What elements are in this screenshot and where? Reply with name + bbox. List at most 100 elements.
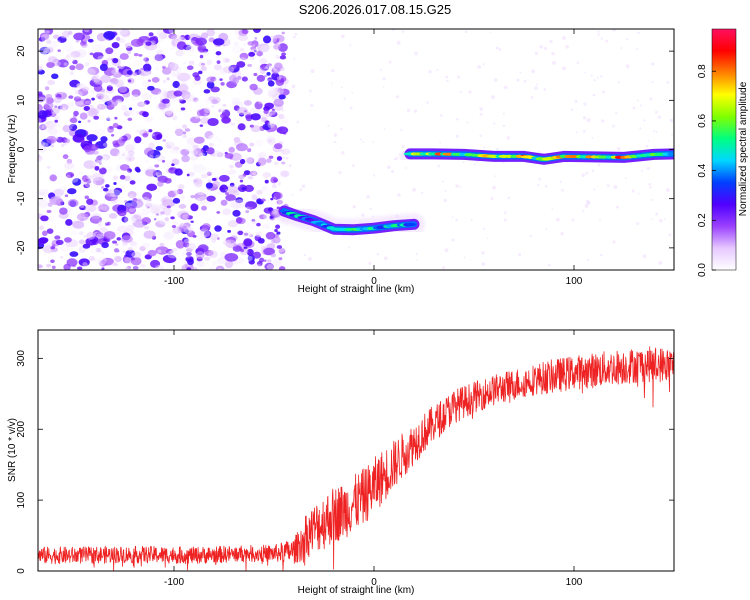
noise-speck	[263, 259, 267, 262]
noise-speck	[616, 205, 619, 209]
snr-frame	[37, 329, 675, 572]
noise-speck	[87, 175, 93, 179]
noise-speck	[119, 136, 124, 140]
noise-speck	[79, 204, 85, 209]
noise-speck	[150, 115, 155, 118]
noise-speck	[639, 127, 642, 130]
noise-speck	[100, 74, 112, 83]
noise-speck	[67, 188, 77, 195]
noise-speck	[83, 106, 91, 112]
noise-speck	[265, 112, 273, 118]
noise-speck	[388, 60, 392, 64]
noise-speck	[173, 220, 178, 226]
noise-speck	[109, 222, 113, 226]
noise-speck	[201, 205, 207, 211]
noise-speck	[222, 208, 232, 216]
noise-speck	[125, 154, 135, 162]
noise-speck	[186, 248, 193, 253]
noise-speck	[92, 161, 100, 167]
noise-speck	[192, 78, 203, 86]
noise-speck	[63, 156, 68, 159]
noise-speck	[561, 188, 564, 192]
y-tick-label: -10	[16, 191, 27, 206]
noise-speck	[349, 106, 353, 110]
noise-speck	[51, 73, 59, 80]
noise-speck	[145, 160, 149, 163]
noise-speck	[331, 82, 333, 85]
noise-speck	[171, 70, 182, 78]
noise-speck	[228, 146, 235, 153]
noise-speck	[274, 148, 277, 151]
noise-speck	[270, 176, 278, 184]
noise-speck	[85, 225, 92, 231]
spectrogram-x-ticks: -100 0 100	[164, 29, 583, 287]
noise-speck	[288, 164, 292, 168]
noise-speck	[233, 41, 239, 46]
noise-speck	[103, 31, 116, 40]
noise-speck	[190, 195, 195, 199]
noise-speck	[208, 142, 215, 147]
spectrogram-tracks	[273, 142, 674, 241]
noise-speck	[91, 76, 98, 82]
noise-speck	[163, 231, 175, 240]
noise-speck	[107, 99, 118, 107]
noise-speck	[42, 122, 53, 132]
noise-speck	[626, 37, 629, 41]
noise-speck	[111, 261, 118, 267]
noise-speck	[167, 250, 180, 259]
y-tick-label: 10	[16, 94, 27, 106]
noise-speck	[165, 144, 172, 149]
noise-speck	[39, 213, 43, 217]
noise-speck	[55, 239, 64, 246]
noise-speck	[263, 201, 274, 209]
track-hotspot	[605, 155, 613, 159]
noise-speck	[115, 243, 119, 246]
noise-speck	[190, 155, 199, 161]
noise-speck	[44, 47, 54, 54]
noise-speck	[156, 49, 164, 55]
noise-speck	[110, 134, 115, 137]
noise-speck	[124, 175, 131, 181]
noise-speck	[89, 89, 96, 94]
noise-speck	[225, 185, 238, 194]
noise-speck	[75, 39, 80, 43]
noise-speck	[73, 110, 79, 116]
noise-speck	[537, 183, 540, 187]
noise-speck	[193, 148, 204, 157]
noise-speck	[428, 70, 432, 74]
noise-speck	[490, 197, 494, 201]
noise-speck	[276, 231, 281, 235]
noise-speck	[38, 144, 47, 153]
x-tick-label: 100	[566, 577, 583, 588]
noise-speck	[122, 241, 128, 246]
noise-speck	[145, 41, 152, 46]
noise-speck	[439, 114, 443, 117]
noise-speck	[143, 147, 154, 156]
colorbar-tick-label: 0.6	[697, 114, 708, 128]
noise-speck	[247, 148, 252, 153]
noise-speck	[268, 87, 281, 97]
noise-speck	[188, 60, 195, 65]
noise-speck	[199, 170, 205, 175]
noise-speck	[162, 196, 172, 205]
noise-speck	[248, 51, 256, 57]
noise-speck	[147, 198, 152, 202]
noise-speck	[38, 140, 46, 148]
noise-speck	[238, 174, 245, 180]
noise-speck	[147, 79, 152, 82]
noise-speck	[276, 245, 283, 249]
noise-speck	[222, 103, 227, 107]
noise-speck	[235, 217, 243, 224]
track-hotspot	[510, 154, 518, 158]
noise-speck	[107, 126, 115, 133]
noise-speck	[83, 29, 90, 33]
noise-speck	[206, 59, 213, 65]
noise-speck	[231, 122, 236, 126]
noise-speck	[210, 133, 219, 141]
noise-speck	[94, 258, 102, 265]
noise-speck	[278, 113, 285, 120]
noise-speck	[53, 106, 67, 115]
noise-speck	[178, 204, 187, 209]
noise-speck	[78, 239, 85, 245]
noise-speck	[92, 44, 106, 53]
